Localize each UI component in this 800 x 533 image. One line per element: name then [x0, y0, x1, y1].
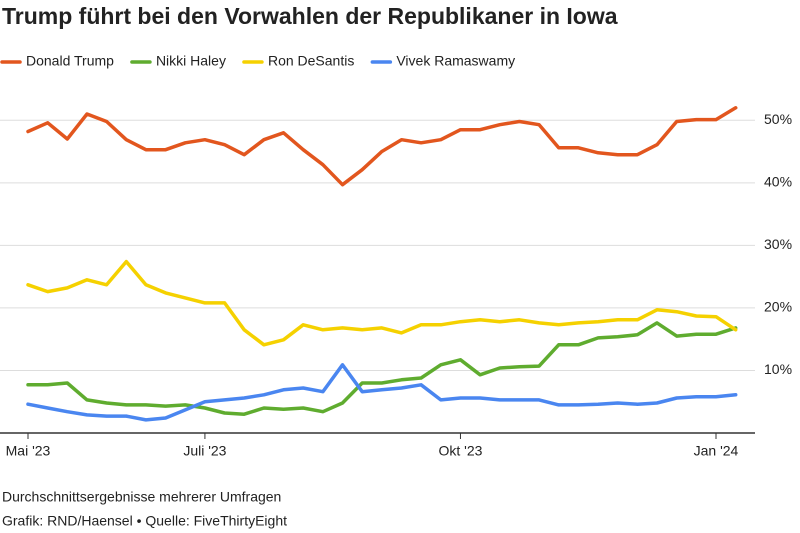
legend-label: Vivek Ramaswamy — [396, 53, 515, 69]
x-tick-label: Juli '23 — [183, 443, 226, 459]
y-tick-label: 30% — [764, 236, 792, 252]
series-line — [26, 259, 738, 347]
y-tick-label: 10% — [764, 361, 792, 377]
y-tick-label: 50% — [764, 111, 792, 127]
legend-label: Donald Trump — [26, 53, 114, 69]
series-line — [26, 106, 738, 187]
y-tick-label: 20% — [764, 299, 792, 315]
series-line — [26, 363, 738, 422]
x-tick-label: Jan '24 — [694, 443, 739, 459]
x-tick-label: Mai '23 — [6, 443, 51, 459]
y-tick-label: 40% — [764, 174, 792, 190]
series-line — [26, 321, 738, 416]
legend-label: Ron DeSantis — [268, 53, 354, 69]
subtitle: Durchschnittsergebnisse mehrerer Umfrage… — [2, 489, 281, 505]
x-tick-label: Okt '23 — [438, 443, 482, 459]
legend-label: Nikki Haley — [156, 53, 226, 69]
source: Grafik: RND/Haensel • Quelle: FiveThirty… — [2, 513, 287, 529]
chart-title: Trump führt bei den Vorwahlen der Republ… — [2, 3, 618, 29]
